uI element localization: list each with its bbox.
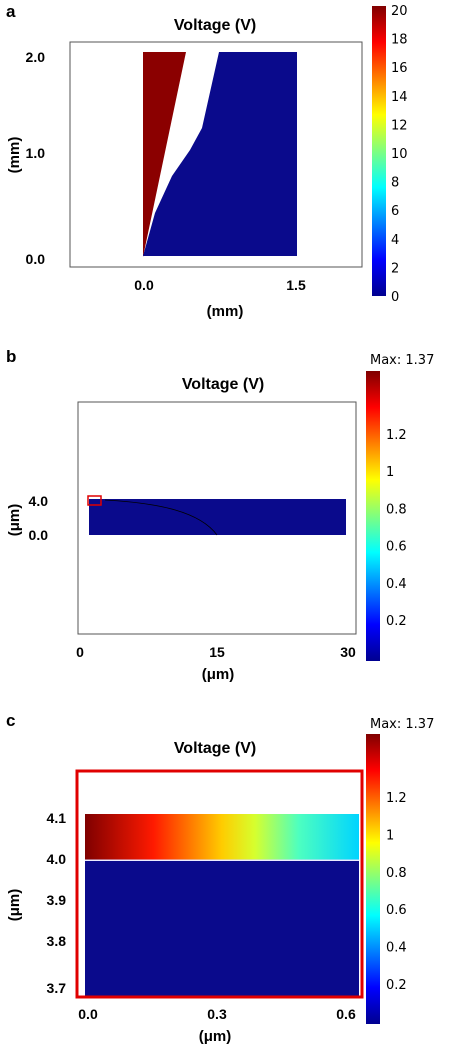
panel-a-colorbar-tick-label: 16	[391, 61, 408, 76]
panel-c-ytick-4-0: 4.0	[47, 851, 67, 867]
panel-c-title: Voltage (V)	[174, 740, 256, 757]
panel-a-electrode-region	[143, 52, 186, 257]
panel-a-colorbar-tick-label: 14	[391, 90, 408, 105]
panel-a-ytick-0: 0.0	[26, 251, 46, 267]
panel-a-colorbar-tick-label: 6	[391, 204, 399, 219]
panel-c-xtick-0-6: 0.6	[336, 1006, 356, 1022]
panel-b-xtick-30: 30	[340, 644, 356, 660]
panel-b-substrate-region	[89, 499, 346, 535]
panel-a-colorbar-tick-label: 20	[391, 4, 408, 19]
panel-b-ytick-0: 0.0	[29, 527, 49, 543]
panel-c-colorbar-tick-label: 0.4	[386, 941, 407, 956]
panel-b-xlabel: (μm)	[202, 666, 235, 683]
panel-b-colorbar-tick-label: 0.8	[386, 502, 407, 517]
panel-c-ylabel: (μm)	[6, 889, 23, 922]
panel-c-zoom-frame	[75, 769, 364, 999]
panel-a-colorbar-tick-label: 18	[391, 33, 408, 48]
panel-b-title: Voltage (V)	[182, 376, 264, 393]
panel-a-colorbar-tick-label: 10	[391, 147, 408, 162]
panel-c-colorbar-tick-label: 1.2	[386, 791, 407, 806]
panel-a-colorbar-tick-label: 0	[391, 290, 399, 305]
panel-b-colorbar-tick-label: 1.2	[386, 428, 407, 443]
panel-c-gradient-layer	[85, 814, 359, 860]
panel-a-ylabel: (mm)	[6, 137, 23, 174]
panel-a-colorbar-tick-label: 8	[391, 176, 399, 191]
panel-c-ytick-3-9: 3.9	[47, 892, 67, 908]
panel-c-ytick-3-8: 3.8	[47, 933, 67, 949]
panel-a-ytick-1: 1.0	[26, 145, 46, 161]
panel-b-contour-line	[104, 499, 218, 536]
panel-b-xtick-15: 15	[209, 644, 225, 660]
panel-c-colorbar-tick-label: 0.2	[386, 978, 407, 993]
panel-a-ytick-2: 2.0	[26, 49, 46, 65]
panel-a-colorbar	[372, 6, 386, 296]
panel-c-letter: c	[6, 711, 15, 730]
panel-b-ylabel: (μm)	[6, 504, 23, 537]
panel-b-max-label: Max: 1.37	[370, 353, 434, 368]
panel-b-letter: b	[6, 347, 16, 366]
panel-c-xtick-0: 0.0	[78, 1006, 98, 1022]
panel-b-zoom-box	[87, 495, 102, 506]
panel-c-ytick-4-1: 4.1	[47, 810, 67, 826]
panel-a-ground-region	[143, 52, 297, 256]
panel-c-colorbar-tick-label: 0.8	[386, 866, 407, 881]
panel-b-colorbar-tick-label: 0.2	[386, 614, 407, 629]
panel-a-colorbar-tick-label: 4	[391, 233, 399, 248]
panel-a-letter: a	[6, 2, 16, 21]
panel-b-colorbar-tick-label: 1	[386, 465, 394, 480]
panel-c-max-label: Max: 1.37	[370, 717, 434, 732]
panel-c-substrate-region	[85, 861, 359, 996]
panel-b-ytick-4: 4.0	[29, 493, 49, 509]
panel-c-colorbar-tick-label: 0.6	[386, 903, 407, 918]
panel-b-colorbar	[366, 371, 380, 661]
panel-c-colorbar	[366, 734, 380, 1024]
panel-a-xtick-0: 0.0	[134, 277, 154, 293]
panel-b-colorbar-tick-label: 0.4	[386, 577, 407, 592]
panel-a-xtick-1: 1.5	[286, 277, 306, 293]
panel-b-colorbar-ticks: 1.2 1 0.8 0.6 0.4 0.2	[386, 428, 407, 629]
panel-a-title: Voltage (V)	[174, 17, 256, 34]
panel-a-xlabel: (mm)	[207, 303, 244, 320]
panel-a-colorbar-tick-label: 2	[391, 261, 399, 276]
panel-c-xlabel: (μm)	[199, 1028, 232, 1045]
panel-b-xtick-0: 0	[76, 644, 84, 660]
panel-c-ytick-3-7: 3.7	[47, 980, 67, 996]
panel-c-colorbar-ticks: 1.2 1 0.8 0.6 0.4 0.2	[386, 791, 407, 993]
panel-b-colorbar-tick-label: 0.6	[386, 540, 407, 555]
panel-c-xtick-0-3: 0.3	[207, 1006, 227, 1022]
panel-c-colorbar-tick-label: 1	[386, 828, 394, 843]
panel-a-colorbar-tick-label: 12	[391, 118, 408, 133]
